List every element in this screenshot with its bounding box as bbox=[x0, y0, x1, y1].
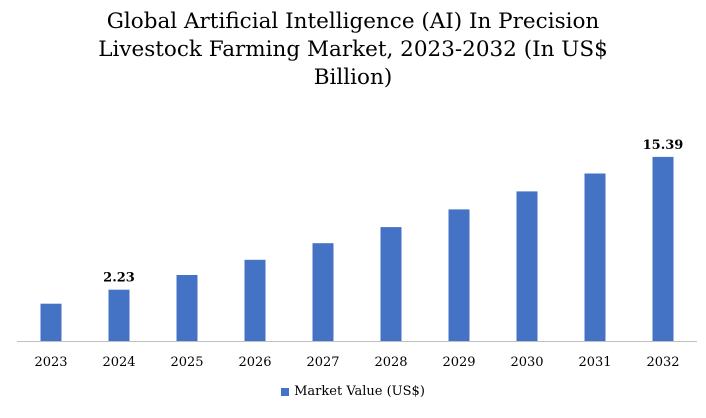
bar-2025 bbox=[176, 275, 198, 341]
bar-2026 bbox=[244, 259, 266, 341]
legend: Market Value (US$) bbox=[0, 384, 706, 399]
bar-2027 bbox=[312, 243, 334, 341]
data-label: 15.39 bbox=[643, 138, 684, 153]
x-tick-label: 2030 bbox=[510, 355, 543, 370]
bar-2029 bbox=[448, 209, 470, 341]
bar-group bbox=[40, 156, 674, 341]
data-labels: 2.23 15.39 bbox=[103, 138, 683, 286]
bar-2028 bbox=[380, 227, 402, 341]
bar-2032 bbox=[652, 156, 674, 341]
x-tick-label: 2032 bbox=[646, 355, 679, 370]
legend-label: Market Value (US$) bbox=[294, 384, 425, 399]
x-tick-labels: 2023 2024 2025 2026 2027 2028 2029 2030 2031 2032 bbox=[34, 355, 679, 370]
bar-2031 bbox=[584, 173, 606, 341]
x-tick-label: 2025 bbox=[170, 355, 203, 370]
data-label: 2.23 bbox=[103, 271, 135, 286]
x-tick-label: 2031 bbox=[578, 355, 611, 370]
x-tick-label: 2029 bbox=[442, 355, 475, 370]
legend-swatch bbox=[281, 387, 290, 396]
bar-2030 bbox=[516, 191, 538, 341]
x-tick-label: 2023 bbox=[34, 355, 67, 370]
bar-2023 bbox=[40, 303, 62, 341]
x-tick-label: 2026 bbox=[238, 355, 271, 370]
x-tick-label: 2024 bbox=[102, 355, 135, 370]
x-tick-label: 2027 bbox=[306, 355, 339, 370]
chart-title: Global Artificial Intelligence (AI) In P… bbox=[98, 9, 608, 90]
x-tick-label: 2028 bbox=[374, 355, 407, 370]
bar-2024 bbox=[108, 289, 130, 341]
